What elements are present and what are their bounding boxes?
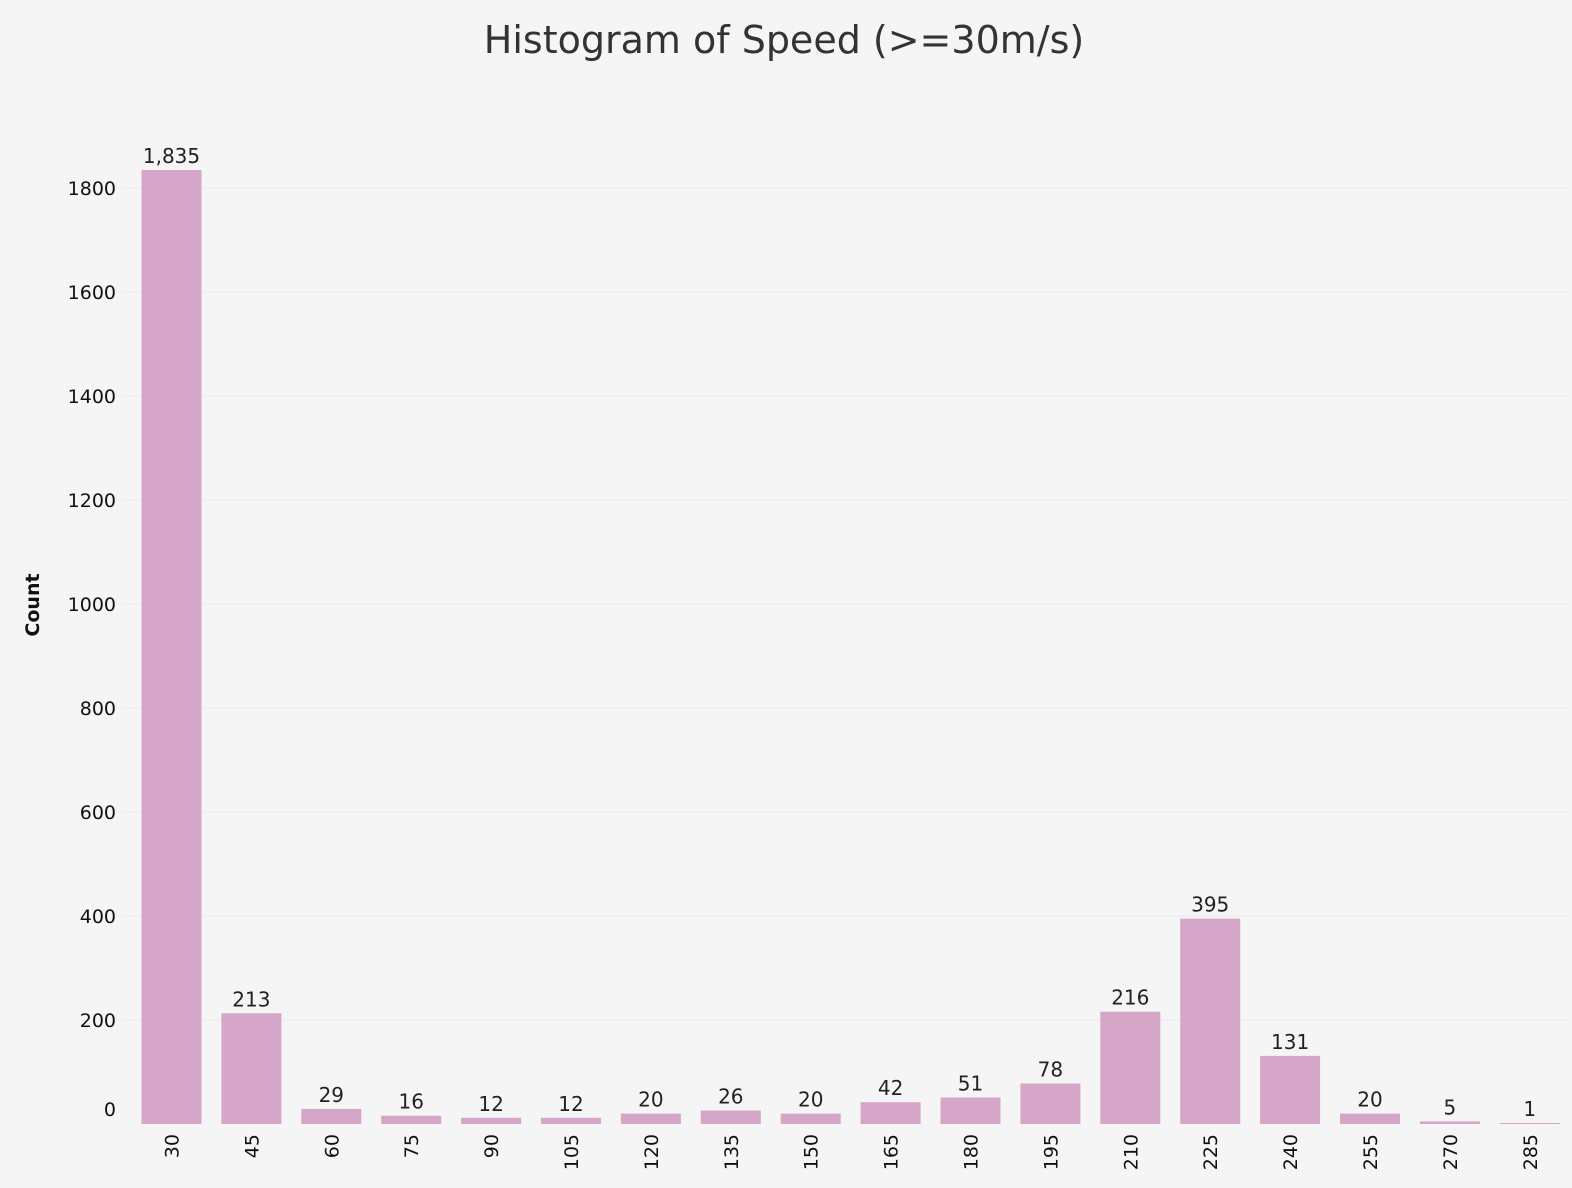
bar-195 bbox=[1020, 1083, 1081, 1124]
x-tick-label-240: 240 bbox=[1280, 1134, 1302, 1170]
y-tick-label-1800: 1800 bbox=[68, 178, 116, 200]
data-label-195: 78 bbox=[1038, 1057, 1063, 1081]
bar-135 bbox=[700, 1110, 761, 1124]
data-label-165: 42 bbox=[878, 1076, 903, 1100]
x-tick-label-270: 270 bbox=[1440, 1134, 1462, 1170]
y-tick-label-1000: 1000 bbox=[68, 594, 116, 616]
x-tick-label-60: 60 bbox=[321, 1134, 343, 1158]
x-tick-label-180: 180 bbox=[961, 1134, 983, 1170]
chart-title: Histogram of Speed (>=30m/s) bbox=[483, 18, 1085, 62]
x-tick-label-255: 255 bbox=[1360, 1134, 1382, 1170]
bar-105 bbox=[541, 1117, 601, 1124]
x-tick-label-285: 285 bbox=[1520, 1134, 1542, 1170]
x-tick-label-105: 105 bbox=[561, 1134, 583, 1170]
bar-255 bbox=[1340, 1113, 1400, 1124]
y-axis-ticks: 0 200 400 600 800 1000 1200 1400 1600 1800 bbox=[68, 178, 116, 1121]
x-tick-label-150: 150 bbox=[801, 1134, 823, 1170]
data-label-255: 20 bbox=[1357, 1088, 1382, 1112]
x-tick-label-30: 30 bbox=[162, 1134, 184, 1158]
data-label-45: 213 bbox=[232, 987, 270, 1011]
x-tick-label-225: 225 bbox=[1200, 1134, 1222, 1170]
data-label-210: 216 bbox=[1111, 986, 1149, 1010]
data-label-285: 1 bbox=[1523, 1097, 1536, 1121]
data-label-90: 12 bbox=[478, 1092, 503, 1116]
x-tick-label-210: 210 bbox=[1120, 1134, 1142, 1170]
y-tick-label-400: 400 bbox=[80, 906, 116, 928]
data-label-60: 29 bbox=[319, 1083, 344, 1107]
y-tick-label-1400: 1400 bbox=[68, 386, 116, 408]
x-axis-ticks: 30 45 60 75 90 105 120 135 150 165 180 195 210 225 240… bbox=[162, 1134, 1542, 1170]
x-tick-label-165: 165 bbox=[881, 1134, 903, 1170]
x-tick-label-45: 45 bbox=[241, 1134, 263, 1158]
data-label-120: 20 bbox=[638, 1088, 663, 1112]
bar-150 bbox=[780, 1113, 841, 1124]
y-tick-label-800: 800 bbox=[80, 698, 116, 720]
bar-225 bbox=[1180, 918, 1241, 1124]
data-label-75: 16 bbox=[398, 1090, 423, 1114]
x-tick-label-120: 120 bbox=[641, 1134, 663, 1170]
y-tick-label-1600: 1600 bbox=[68, 282, 116, 304]
gridlines bbox=[122, 187, 1568, 1021]
data-label-270: 5 bbox=[1444, 1095, 1457, 1119]
bars bbox=[141, 170, 1560, 1124]
bar-120 bbox=[620, 1113, 681, 1124]
bar-60 bbox=[301, 1108, 362, 1124]
bar-75 bbox=[381, 1115, 442, 1124]
bar-30 bbox=[141, 170, 202, 1124]
bar-45 bbox=[221, 1013, 282, 1124]
x-tick-label-75: 75 bbox=[401, 1134, 423, 1158]
bar-270 bbox=[1419, 1121, 1480, 1124]
y-axis-title: Count bbox=[22, 573, 44, 636]
x-tick-label-195: 195 bbox=[1040, 1134, 1062, 1170]
data-label-30: 1,835 bbox=[143, 144, 200, 168]
bar-210 bbox=[1100, 1011, 1161, 1124]
y-tick-label-0: 0 bbox=[104, 1099, 116, 1121]
bar-165 bbox=[860, 1102, 921, 1124]
data-label-135: 26 bbox=[718, 1084, 743, 1108]
bar-180 bbox=[940, 1097, 1001, 1124]
bar-240 bbox=[1260, 1055, 1321, 1124]
bar-285 bbox=[1499, 1123, 1560, 1124]
data-label-240: 131 bbox=[1271, 1030, 1309, 1054]
data-label-180: 51 bbox=[958, 1071, 983, 1095]
data-label-105: 12 bbox=[558, 1092, 583, 1116]
y-tick-label-200: 200 bbox=[80, 1010, 116, 1032]
y-tick-label-1200: 1200 bbox=[68, 490, 116, 512]
bar-90 bbox=[461, 1117, 522, 1124]
x-tick-label-135: 135 bbox=[721, 1134, 743, 1170]
data-label-225: 395 bbox=[1191, 893, 1229, 917]
y-tick-label-600: 600 bbox=[80, 802, 116, 824]
x-tick-label-90: 90 bbox=[481, 1134, 503, 1158]
data-label-150: 20 bbox=[798, 1088, 823, 1112]
